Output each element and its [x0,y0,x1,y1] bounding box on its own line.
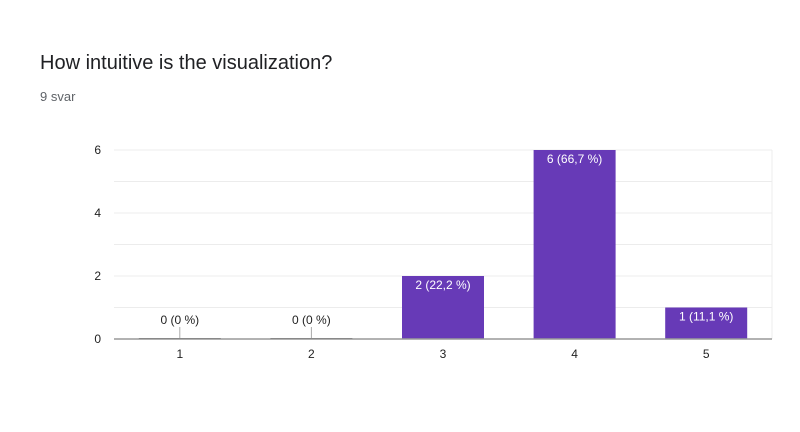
y-tick-label: 0 [94,332,101,346]
y-tick-label: 6 [94,143,101,157]
bar [533,150,616,339]
bar [665,307,748,339]
x-tick-label: 1 [176,347,183,361]
data-label: 6 (66,7 %) [547,152,602,166]
x-tick-label: 2 [308,347,315,361]
data-label: 0 (0 %) [160,313,199,327]
data-label: 0 (0 %) [292,313,331,327]
y-tick-label: 2 [94,269,101,283]
data-label: 1 (11,1 %) [679,310,733,324]
x-tick-label: 3 [440,347,447,361]
question-title: How intuitive is the visualization? [40,52,333,74]
y-tick-label: 4 [94,206,101,220]
bar [402,276,484,339]
data-label: 2 (22,2 %) [415,278,470,292]
x-tick-label: 4 [571,347,578,361]
response-count: 9 svar [40,89,76,104]
x-tick-label: 5 [703,347,710,361]
